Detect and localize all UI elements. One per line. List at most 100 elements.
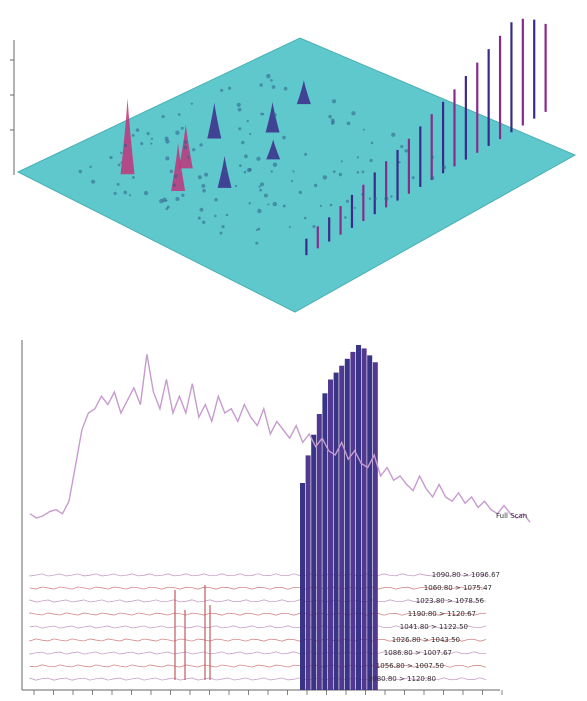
surface-speckle <box>165 156 170 161</box>
stacked-trace <box>29 586 487 590</box>
surface-speckle <box>169 169 173 174</box>
surface-speckle <box>361 192 365 196</box>
trace-label: 1090.80 > 1096.67 <box>432 571 500 579</box>
surface-speckle <box>202 188 206 193</box>
surface-speckle <box>227 184 230 187</box>
surface-speckle <box>241 140 245 145</box>
surface-peak <box>266 139 281 160</box>
surface-speckle <box>219 231 223 235</box>
surface-speckle <box>259 188 263 192</box>
surface-speckle <box>238 127 242 131</box>
surface-speckle <box>319 204 322 208</box>
surface-speckle <box>225 213 229 217</box>
surface-speckle <box>272 201 277 207</box>
surface-speckle <box>298 190 303 195</box>
surface-speckle <box>175 196 180 202</box>
surface-speckle <box>120 151 123 155</box>
trace-label: 1056.80 > 1007.50 <box>376 662 444 670</box>
surface-speckle <box>340 160 343 163</box>
chromatogram-bar <box>372 362 378 690</box>
surface-speckle <box>166 205 170 209</box>
surface-speckle <box>346 121 351 126</box>
surface-speckle <box>117 163 121 167</box>
surface-speckle <box>197 175 202 180</box>
surface-speckle <box>431 155 435 159</box>
surface-speckle <box>228 86 232 90</box>
surface-speckle <box>257 208 262 214</box>
surface-speckle <box>373 197 377 201</box>
surface-speckle <box>239 164 242 167</box>
surface-speckle <box>131 133 135 137</box>
surface-speckle <box>368 197 372 200</box>
chromatogram-bar <box>328 379 333 690</box>
chromatogram-bar <box>300 483 305 690</box>
surface-speckle <box>345 199 349 203</box>
surface-speckle <box>282 135 286 140</box>
surface-speckle <box>123 143 128 148</box>
trace-label: 1023.80 > 1078.56 <box>416 597 485 605</box>
chromatogram-bar <box>305 455 311 690</box>
stacked-trace <box>29 625 487 629</box>
surface-speckle <box>328 114 332 119</box>
surface-speckle <box>282 204 286 208</box>
surface-speckle <box>190 102 193 105</box>
surface-speckle <box>390 195 393 198</box>
x-ticks <box>33 690 503 695</box>
surface-speckle <box>248 201 251 205</box>
surface-speckle <box>256 156 261 161</box>
surface-speckle <box>270 79 273 82</box>
surface-speckle <box>292 170 295 173</box>
surface-speckle <box>332 170 336 173</box>
surface-speckle <box>123 190 128 195</box>
chromatogram-bar <box>322 393 328 690</box>
surface-speckle <box>174 174 178 179</box>
surface-speckle <box>312 224 316 229</box>
surface-peak <box>296 80 311 105</box>
surface-speckle <box>304 152 308 156</box>
surface-speckle <box>398 161 401 164</box>
surface-peak <box>207 102 222 139</box>
surface-speckle <box>362 128 365 131</box>
surface-speckle <box>140 142 144 146</box>
surface-speckle <box>411 176 415 180</box>
surface-speckle <box>221 224 225 229</box>
surface-speckle <box>199 143 203 147</box>
surface-peak <box>171 142 186 191</box>
trace-label: 1041.80 > 1122.50 <box>400 623 468 631</box>
surface-speckle <box>146 131 150 136</box>
surface-speckle <box>351 111 356 116</box>
surface-speckle <box>391 132 396 137</box>
surface-speckle <box>220 88 224 93</box>
chromatogram-bar <box>344 358 350 690</box>
full-scan-trace <box>29 354 531 523</box>
surface-speckle <box>255 228 258 232</box>
chromatogram-bar <box>350 351 356 690</box>
stacked-trace <box>29 664 487 668</box>
surface-peak <box>265 102 280 133</box>
trace-label: 1080.80 > 1120.80 <box>368 675 436 683</box>
surface-peaks <box>78 18 547 256</box>
stacked-trace <box>29 573 487 577</box>
surface-speckle <box>120 161 123 164</box>
spectrum-chart: Full Scan 1090.80 > 1096.67 1060.80 > 107… <box>21 340 531 695</box>
surface-speckle <box>313 183 318 188</box>
surface-speckle <box>330 118 335 123</box>
surface-speckle <box>150 137 154 141</box>
surface-speckle <box>181 193 185 197</box>
surface-speckle <box>290 179 294 183</box>
surface-speckle <box>257 227 261 231</box>
surface-speckle <box>267 203 270 206</box>
surface-speckle <box>361 170 365 174</box>
surface-speckle <box>331 122 334 125</box>
surface-speckle <box>441 165 446 170</box>
surface-speckle <box>109 155 113 160</box>
surface-speckle <box>90 179 96 184</box>
surface-speckle <box>177 113 181 116</box>
surface-speckle <box>202 220 206 224</box>
surface-speckle <box>272 112 277 118</box>
stacked-trace <box>29 599 487 603</box>
surface-speckle <box>255 241 259 245</box>
surface-speckle <box>369 158 373 163</box>
chromatogram-bar <box>316 414 322 690</box>
